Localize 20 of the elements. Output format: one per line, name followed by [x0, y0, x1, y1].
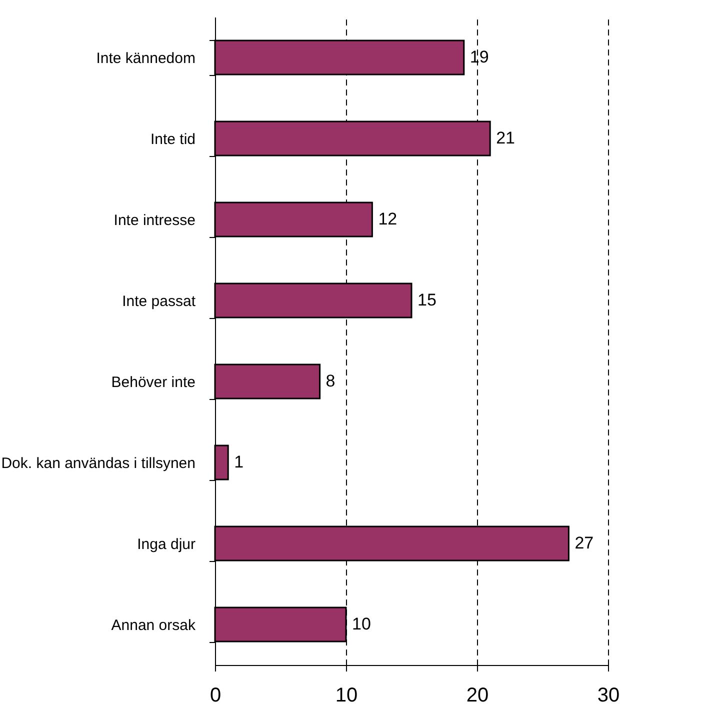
y-tick-label: Inte tid [150, 131, 196, 148]
y-tick-label: Dok. kan användas i tillsynen [1, 455, 196, 472]
data-label: 12 [378, 210, 398, 228]
y-tick-label: Behöver inte [111, 374, 196, 391]
data-label: 27 [574, 534, 594, 552]
y-tick-label: Inte intresse [114, 212, 196, 229]
y-tick-label: Inga djur [137, 536, 196, 553]
x-tick-label: 20 [466, 684, 489, 706]
data-label: 1 [234, 452, 244, 472]
data-label: 8 [326, 372, 336, 390]
x-tick-label: 10 [335, 684, 358, 706]
data-label: 21 [496, 128, 516, 148]
y-tick-label: Inte kännedom [96, 50, 196, 67]
data-label: 15 [418, 290, 436, 310]
x-tick-label: 0 [210, 684, 222, 706]
x-tick-label: 30 [597, 684, 620, 706]
y-tick-label: Inte passat [122, 293, 196, 310]
data-label: 10 [352, 614, 371, 634]
y-tick-label: Annan orsak [111, 617, 196, 634]
data-label: 19 [470, 48, 489, 66]
